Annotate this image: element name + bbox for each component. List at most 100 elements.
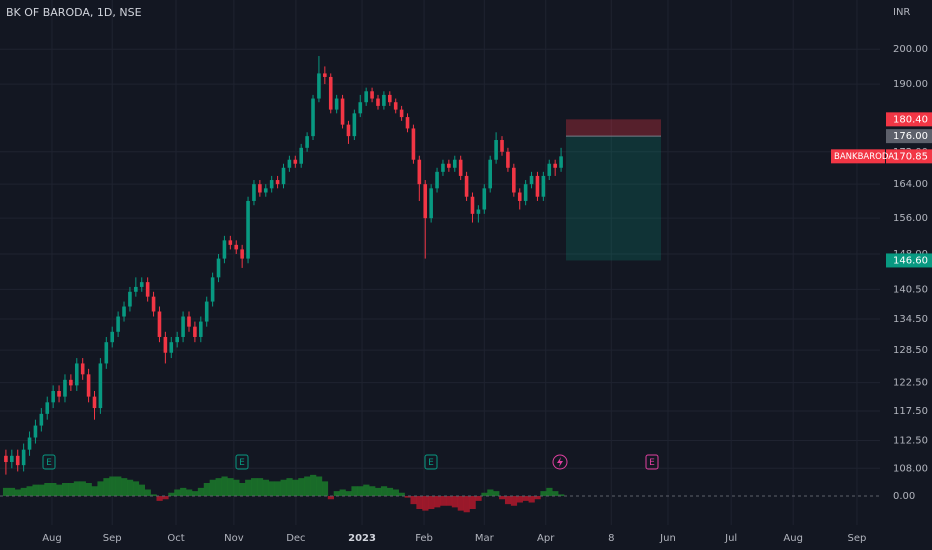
grid [0,0,880,525]
dividend-icon [557,457,563,467]
indicator-bar [109,476,116,496]
candle-body [452,159,457,168]
dividend-marker[interactable] [552,454,568,470]
candle-body [553,163,557,168]
x-tick-label: Sep [103,533,122,544]
x-tick-label: Jun [659,533,676,544]
indicator-bar [546,487,553,496]
x-tick-label: Apr [537,533,555,544]
indicator-bar [386,487,394,496]
candle-body [193,326,197,337]
candle-body [45,402,50,414]
indicator-bar [451,496,459,508]
indicator-bar [304,476,311,496]
indicator-bar [162,496,169,500]
earnings-marker[interactable] [645,454,659,470]
candle-body [252,184,256,201]
indicator-bar [103,478,110,496]
indicator-bar [552,491,559,496]
candle-body [340,98,345,125]
entry-price-text: 176.00 [893,131,928,142]
x-tick-label: Mar [475,533,495,544]
indicator-bar [20,487,27,496]
stop-price-box [886,112,932,127]
candle-body [240,249,244,259]
earnings-icon: E [649,458,655,468]
indicator-bar [298,478,305,496]
x-tick-label: Aug [42,533,62,544]
candle-body [139,282,144,287]
indicator-bar [321,481,329,496]
candle-body [305,136,309,148]
indicator-bar [8,487,16,496]
candle-body [399,109,404,118]
indicator-bar [203,483,210,496]
target-price-text: 146.60 [893,255,928,266]
indicator-bar [251,478,258,496]
indicator-bar [2,487,10,496]
indicator-bar [440,496,447,506]
indicator-bar [245,479,252,496]
candle-body [387,94,392,103]
candle-body [435,171,439,189]
x-tick-label: Nov [224,533,244,544]
y-tick-label: 112.50 [893,436,928,447]
indicator-bar [180,487,187,496]
indicator-bar [375,487,382,496]
earnings-icon: E [46,458,52,468]
indicator-bar [91,486,98,496]
indicator-bar [50,483,57,496]
indicator-bar [121,478,128,496]
earnings-marker[interactable] [235,454,249,470]
candle-body [27,437,32,450]
last-price-text: 170.85 [893,151,928,162]
candle-body [145,282,150,297]
candle-body [429,188,433,219]
candle-body [376,98,380,106]
indicator-bar [174,489,181,496]
indicator-bar [516,496,523,503]
candle-body [104,342,109,364]
indicator-bar [528,496,535,503]
candle-body [258,184,262,193]
candle-body [39,413,44,426]
candle-body [92,396,97,409]
indicator-bar [156,496,163,501]
candle-body [116,316,120,332]
earnings-marker[interactable] [42,454,56,470]
candle-body [447,163,451,168]
indicator-bar [14,489,21,496]
candle-body [33,425,38,438]
indicator-bar [262,479,270,496]
candle-body [458,159,463,176]
indicator-bar [434,496,441,508]
stop-price-text: 180.40 [893,114,928,125]
candle-body [364,91,368,103]
y-tick-label: 128.50 [893,345,928,356]
y-tick-label: 117.50 [893,406,928,417]
indicator-bar [315,476,323,496]
indicator-bar [351,486,358,496]
indicator-bar [38,484,45,496]
candle-body [228,240,233,245]
candle-body [204,301,209,322]
x-tick-label: Jul [724,533,737,544]
candle-body [411,128,416,160]
indicator-bar [62,483,69,496]
candle-body [293,159,298,164]
indicator-bar [369,486,376,496]
candle-body [352,113,357,137]
candle-body [506,151,510,168]
candle-body [541,175,546,197]
chart-title: BK OF BARODA, 1D, NSE [6,6,142,19]
candle-body [4,455,8,463]
candle-body [358,102,363,114]
earnings-marker[interactable] [424,454,438,470]
candle-body [234,244,239,250]
indicator-bar [85,483,92,496]
earnings-icon: E [428,458,434,468]
candle-body [494,140,498,160]
candle-body [187,316,191,327]
indicator-bar [286,478,293,496]
candle-body [328,76,333,110]
